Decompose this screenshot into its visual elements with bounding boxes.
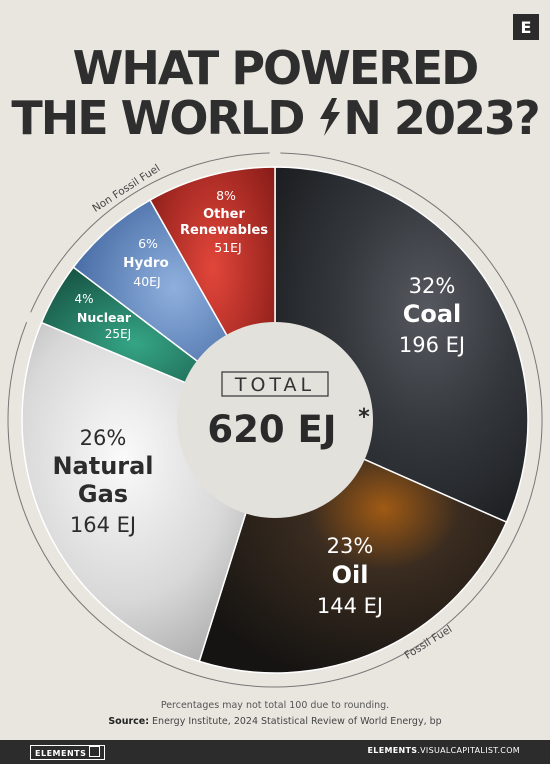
nuclear-name-label: Nuclear — [77, 310, 132, 325]
nuclear-percent-label: 4% — [74, 292, 93, 306]
title-line-1: WHAT POWERED — [72, 41, 480, 95]
elements-brand-badge: ELEMENTS — [30, 745, 106, 760]
gas-name-label-line-1: Natural — [52, 452, 153, 480]
source-text: Energy Institute, 2024 Statistical Revie… — [149, 716, 442, 727]
site-rest: .VISUALCAPITALIST.COM — [417, 746, 520, 755]
title-line-2-start: THE WORLD — [11, 91, 318, 145]
site-bold: ELEMENTS — [367, 746, 418, 755]
coal-percent-label: 32% — [409, 274, 456, 298]
elements-logo: E — [513, 14, 539, 40]
fossil-bracket-arc — [7, 152, 543, 688]
nuclear-value-label: 25EJ — [105, 327, 131, 341]
hydro-name-label: Hydro — [123, 255, 169, 271]
lightning-bolt-icon — [320, 98, 341, 136]
coal-value-label: 196 EJ — [399, 333, 465, 357]
total-label: TOTAL — [234, 374, 315, 396]
title-line-2: THE WORLD N 2023? — [0, 92, 550, 144]
footer-bar: ELEMENTS ELEMENTS.VISUALCAPITALIST.COM — [0, 740, 550, 764]
source-note: Source: Energy Institute, 2024 Statistic… — [0, 716, 550, 727]
coal-name-label: Coal — [403, 300, 462, 328]
oil-name-label: Oil — [332, 561, 369, 589]
hydro-value-label: 40EJ — [133, 274, 161, 289]
rounding-note: Percentages may not total 100 due to rou… — [160, 700, 390, 711]
total-asterisk: * — [358, 405, 370, 430]
gas-percent-label: 26% — [80, 426, 127, 450]
website-link[interactable]: ELEMENTS.VISUALCAPITALIST.COM — [368, 746, 520, 755]
gas-name-label-line-2: Gas — [78, 480, 128, 508]
other-renewables-name-line-2: Renewables — [180, 223, 268, 238]
center-disc — [177, 322, 373, 518]
other-renewables-percent-label: 8% — [216, 188, 236, 203]
hydro-percent-label: 6% — [138, 236, 158, 251]
source-label: Source: — [108, 716, 150, 727]
gas-value-label: 164 EJ — [70, 513, 136, 537]
total-value: 620 EJ — [207, 408, 336, 451]
other-renewables-value-label: 51EJ — [214, 240, 242, 255]
brand-text: ELEMENTS — [35, 749, 87, 758]
title-line-2-end: N 2023? — [343, 91, 540, 145]
total-label-box — [221, 371, 329, 397]
non-fossil-bracket-arc — [30, 152, 270, 313]
oil-percent-label: 23% — [327, 534, 374, 558]
other-renewables-name-line-1: Other — [203, 207, 245, 222]
brand-mark-icon — [89, 746, 101, 757]
oil-value-label: 144 EJ — [317, 594, 383, 618]
